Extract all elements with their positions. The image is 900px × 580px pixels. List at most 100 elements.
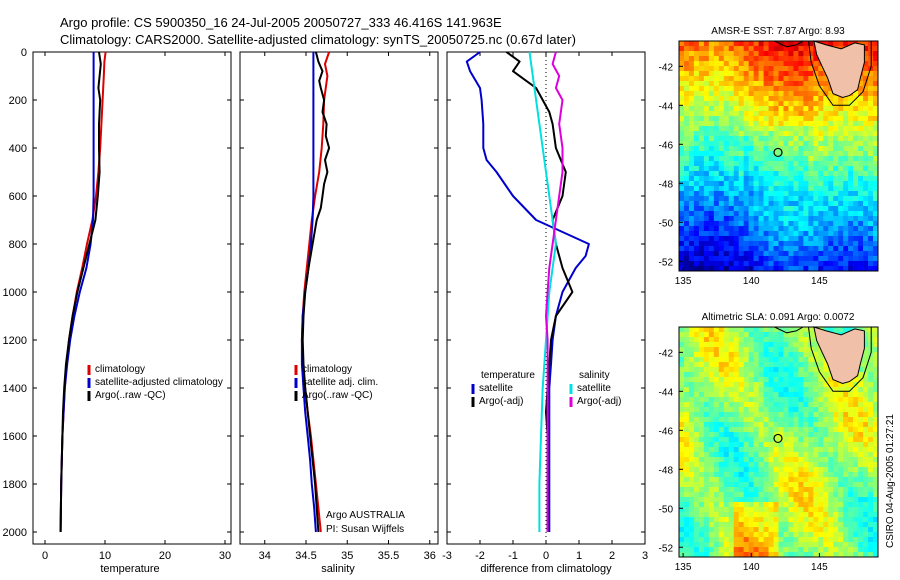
sla-map-heatmap-cell — [693, 352, 700, 358]
sla-map-heatmap-cell — [803, 487, 809, 493]
sst-map-heatmap-cell — [813, 261, 819, 267]
sla-map-heatmap-cell — [843, 387, 849, 393]
sla-map-heatmap-cell — [778, 547, 784, 553]
sla-map-heatmap-cell — [738, 442, 744, 448]
sla-map-heatmap-cell — [773, 412, 779, 418]
sst-map-heatmap-cell — [803, 196, 809, 202]
sla-map-heatmap-cell — [853, 377, 859, 383]
sla-map-heatmap-cell — [758, 512, 764, 518]
sst-map-heatmap-cell — [783, 236, 789, 242]
sla-map-heatmap-cell — [703, 497, 710, 503]
sla-map-heatmap-cell — [808, 432, 814, 438]
sla-map-heatmap-cell — [828, 512, 834, 518]
sla-map-heatmap-cell — [688, 442, 695, 448]
sst-map-heatmap-cell — [713, 191, 720, 197]
sla-map-heatmap-cell — [778, 447, 784, 453]
sla-map-heatmap-cell — [803, 552, 809, 558]
sst-map-heatmap-cell — [793, 201, 799, 207]
sst-map-heatmap-cell — [713, 81, 720, 87]
sst-map-heatmap-cell — [868, 126, 874, 132]
sst-map-heatmap-cell — [688, 106, 695, 112]
sst-map-heatmap-cell — [848, 221, 854, 227]
sst-map-heatmap-cell — [763, 251, 769, 257]
sst-map-heatmap-cell — [798, 71, 804, 77]
sla-map-heatmap-cell — [698, 442, 705, 448]
sst-map-heatmap-cell — [708, 251, 715, 257]
sla-map-heatmap-cell — [728, 542, 735, 548]
sst-map-heatmap-cell — [733, 251, 739, 257]
sla-map-heatmap-cell — [833, 477, 839, 483]
difference-x-tick-label: 1 — [576, 550, 582, 562]
sla-map-heatmap-cell — [798, 422, 804, 428]
sla-map-heatmap-cell — [813, 407, 819, 413]
sla-map-heatmap-cell — [818, 542, 824, 548]
sla-map-heatmap-cell — [763, 547, 769, 553]
sst-map-heatmap-cell — [733, 186, 739, 192]
sla-map-heatmap-cell — [743, 422, 749, 428]
sst-map-heatmap-cell — [848, 256, 854, 262]
sla-map-heatmap-cell — [858, 452, 864, 458]
sst-map-heatmap-cell — [823, 176, 829, 182]
sla-map-y-tick-label: -52 — [659, 543, 674, 554]
sst-map-heatmap-cell — [788, 66, 794, 72]
sla-map-heatmap-cell — [873, 402, 879, 408]
sla-map-heatmap-cell — [778, 482, 784, 488]
sla-map-heatmap-cell — [858, 397, 864, 403]
sla-map-heatmap-cell — [788, 362, 794, 368]
sla-map-heatmap-cell — [718, 467, 725, 473]
sla-map-heatmap-cell — [783, 537, 789, 543]
sla-map-heatmap-cell — [823, 407, 829, 413]
sla-map-heatmap-cell — [733, 427, 739, 433]
sst-map-heatmap-cell — [873, 196, 879, 202]
sla-map-heatmap-cell — [728, 402, 735, 408]
sst-map-heatmap-cell — [753, 61, 759, 67]
sla-map-heatmap-cell — [808, 502, 814, 508]
sla-map-heatmap-cell — [743, 377, 749, 383]
sla-map-heatmap-cell — [718, 512, 725, 518]
sla-map-heatmap-cell — [808, 332, 814, 338]
sst-map-heatmap-cell — [753, 221, 759, 227]
sst-map-heatmap-cell — [818, 166, 824, 172]
sst-map-heatmap-cell — [768, 156, 774, 162]
sla-map-heatmap-cell — [718, 527, 725, 533]
sst-map-heatmap-cell — [743, 191, 749, 197]
sla-map-heatmap-cell — [688, 382, 695, 388]
sla-map-heatmap-cell — [713, 402, 720, 408]
sst-map-heatmap-cell — [778, 156, 784, 162]
sst-map-heatmap-cell — [793, 196, 799, 202]
sst-map-heatmap-cell — [828, 166, 834, 172]
sst-map-heatmap-cell — [868, 206, 874, 212]
sla-map-heatmap-cell — [783, 342, 789, 348]
sla-map-heatmap-cell — [753, 512, 759, 518]
sst-map-heatmap-cell — [723, 201, 730, 207]
sla-map-heatmap-cell — [868, 532, 874, 538]
sst-map-heatmap-cell — [783, 206, 789, 212]
sla-map-heatmap-cell — [753, 397, 759, 403]
sla-map-heatmap-cell — [848, 507, 854, 513]
sla-map-heatmap-cell — [718, 542, 725, 548]
sla-map-heatmap-cell — [773, 502, 779, 508]
sst-map-heatmap-cell — [753, 226, 759, 232]
sla-map-heatmap-cell — [798, 552, 804, 558]
sla-map-heatmap-cell — [763, 542, 769, 548]
sst-map-heatmap-cell — [738, 236, 744, 242]
sla-map-heatmap-cell — [688, 552, 695, 558]
sst-map-heatmap-cell — [833, 176, 839, 182]
sla-map-heatmap-cell — [773, 482, 779, 488]
sst-map-heatmap-cell — [758, 161, 764, 167]
sla-map-heatmap-cell — [858, 537, 864, 543]
sla-map-heatmap-cell — [778, 362, 784, 368]
sla-map-heatmap-cell — [843, 517, 849, 523]
sla-map-heatmap-cell — [813, 337, 819, 343]
sst-map-heatmap-cell — [863, 116, 869, 122]
sst-map-heatmap-cell — [848, 41, 854, 47]
sla-map-heatmap-cell — [768, 522, 774, 528]
sla-map-title: Altimetric SLA: 0.091 Argo: 0.0072 — [702, 312, 855, 323]
sla-map-heatmap-cell — [718, 372, 725, 378]
sla-map-heatmap-cell — [778, 437, 784, 443]
sst-map-heatmap-cell — [858, 216, 864, 222]
sla-map-heatmap-cell — [763, 337, 769, 343]
sla-map-heatmap-cell — [833, 397, 839, 403]
sla-map-heatmap-cell — [743, 372, 749, 378]
sla-map-heatmap-cell — [688, 512, 695, 518]
